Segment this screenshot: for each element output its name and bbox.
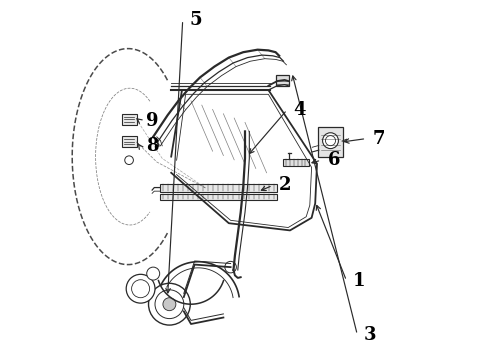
Circle shape bbox=[225, 261, 236, 273]
Text: 4: 4 bbox=[294, 101, 306, 119]
Circle shape bbox=[132, 280, 149, 298]
Circle shape bbox=[126, 274, 155, 303]
FancyBboxPatch shape bbox=[318, 127, 343, 157]
Text: 9: 9 bbox=[146, 112, 158, 130]
Circle shape bbox=[147, 267, 160, 280]
Circle shape bbox=[148, 283, 190, 325]
Circle shape bbox=[125, 156, 133, 165]
FancyBboxPatch shape bbox=[160, 194, 277, 200]
Circle shape bbox=[325, 136, 336, 146]
FancyBboxPatch shape bbox=[275, 75, 289, 86]
FancyBboxPatch shape bbox=[122, 136, 137, 147]
Text: 1: 1 bbox=[353, 272, 366, 290]
Circle shape bbox=[163, 298, 176, 311]
Text: 8: 8 bbox=[146, 137, 158, 155]
FancyBboxPatch shape bbox=[122, 114, 137, 125]
FancyBboxPatch shape bbox=[283, 159, 309, 166]
Text: 7: 7 bbox=[373, 130, 385, 148]
Text: 5: 5 bbox=[189, 11, 202, 29]
Text: 2: 2 bbox=[279, 176, 292, 194]
Circle shape bbox=[322, 133, 339, 149]
FancyBboxPatch shape bbox=[160, 184, 277, 192]
Text: 6: 6 bbox=[328, 151, 340, 169]
Circle shape bbox=[155, 290, 184, 319]
Text: 3: 3 bbox=[364, 326, 376, 344]
